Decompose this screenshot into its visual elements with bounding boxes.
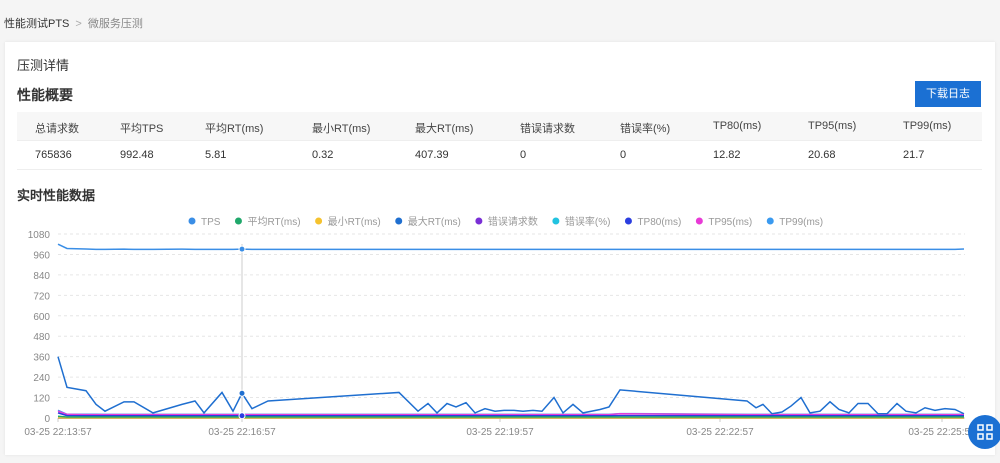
- y-tick-label: 720: [33, 291, 50, 302]
- column-header: 平均RT(ms): [205, 123, 264, 135]
- table-cell: 765836: [35, 149, 72, 161]
- hover-point: [238, 412, 246, 420]
- legend-item[interactable]: 错误率(%): [565, 215, 611, 228]
- legend-item[interactable]: TP99(ms): [779, 217, 823, 228]
- y-tick-label: 480: [33, 332, 50, 343]
- legend-item[interactable]: TP95(ms): [708, 217, 752, 228]
- y-tick-label: 600: [33, 312, 50, 323]
- y-tick-label: 120: [33, 394, 50, 405]
- grid-menu-button[interactable]: [968, 415, 1000, 449]
- summary-table: 总请求数 平均TPS 平均RT(ms) 最小RT(ms) 最大RT(ms) 错误请求数 错误…: [17, 112, 982, 170]
- legend-marker: [695, 217, 703, 225]
- y-tick-label: 0: [44, 414, 50, 425]
- series-line-7: [57, 410, 964, 416]
- table-cell: 12.82: [713, 149, 741, 161]
- table-cell: 992.48: [120, 149, 154, 161]
- x-tick-label: 03-25 22:22:57: [686, 427, 754, 438]
- column-header: TP99(ms): [903, 120, 952, 132]
- hover-point: [238, 389, 246, 397]
- legend-marker: [475, 217, 483, 225]
- download-log-button[interactable]: 下载日志: [915, 81, 981, 107]
- column-header: 最大RT(ms): [415, 123, 474, 135]
- y-tick-label: 1080: [28, 230, 51, 241]
- series-line-6: [57, 412, 964, 417]
- table-header-row: 总请求数 平均TPS 平均RT(ms) 最小RT(ms) 最大RT(ms) 错误请求数 错误…: [17, 112, 982, 141]
- legend-marker: [315, 217, 323, 225]
- column-header: 最小RT(ms): [312, 123, 371, 135]
- series-line-0: [57, 243, 965, 251]
- x-tick-label: 03-25 22:19:57: [466, 427, 534, 438]
- legend-item[interactable]: TPS: [201, 217, 221, 228]
- legend-item[interactable]: 错误请求数: [488, 215, 538, 228]
- y-tick-label: 960: [33, 250, 50, 261]
- legend-marker: [766, 217, 774, 225]
- table-cell: 5.81: [205, 149, 227, 161]
- summary-title: 性能概要: [17, 87, 73, 103]
- y-tick-label: 240: [33, 373, 50, 384]
- column-header: 错误率(%): [620, 123, 671, 135]
- realtime-title: 实时性能数据: [17, 188, 96, 203]
- legend-marker: [624, 217, 632, 225]
- y-tick-label: 360: [33, 353, 50, 364]
- column-header: TP95(ms): [808, 120, 857, 132]
- legend-marker: [188, 217, 196, 225]
- breadcrumb-current: 微服务压测: [87, 18, 143, 30]
- series-line-1: [57, 415, 964, 418]
- card-title: 压测详情: [17, 58, 70, 73]
- column-header: TP80(ms): [713, 120, 762, 132]
- x-tick-label: 03-25 22:13:57: [24, 427, 92, 438]
- legend-marker: [552, 217, 560, 225]
- legend-item[interactable]: 平均RT(ms): [247, 216, 300, 228]
- breadcrumb: 性能测试PTS > 微服务压测: [4, 15, 143, 31]
- table-cell: 0: [620, 149, 627, 161]
- table-cell: 0.32: [312, 149, 334, 161]
- x-tick-label: 03-25 22:25:57: [908, 427, 976, 438]
- table-cell: 407.39: [415, 149, 449, 161]
- column-header: 平均TPS: [120, 123, 164, 135]
- series-line-3: [57, 356, 965, 415]
- hover-point: [238, 245, 246, 253]
- legend-item[interactable]: TP80(ms): [637, 217, 681, 228]
- x-tick-label: 03-25 22:16:57: [208, 427, 276, 438]
- table-row: 765836 992.48 5.81 0.32 407.39 0 0 12.82 20.68 21…: [17, 141, 982, 170]
- legend-marker: [234, 217, 242, 225]
- breadcrumb-separator: >: [75, 18, 82, 30]
- column-header: 错误请求数: [520, 123, 575, 135]
- table-cell: 20.68: [808, 149, 836, 161]
- column-header: 总请求数: [35, 123, 79, 135]
- legend-item[interactable]: 最小RT(ms): [328, 216, 381, 228]
- grid-icon: [977, 424, 993, 440]
- breadcrumb-root-link[interactable]: 性能测试PTS: [4, 18, 70, 30]
- legend-item[interactable]: 最大RT(ms): [408, 215, 461, 228]
- table-cell: 0: [520, 149, 527, 161]
- table-cell: 21.7: [903, 149, 925, 161]
- y-tick-label: 840: [33, 271, 50, 282]
- legend-marker: [395, 217, 403, 225]
